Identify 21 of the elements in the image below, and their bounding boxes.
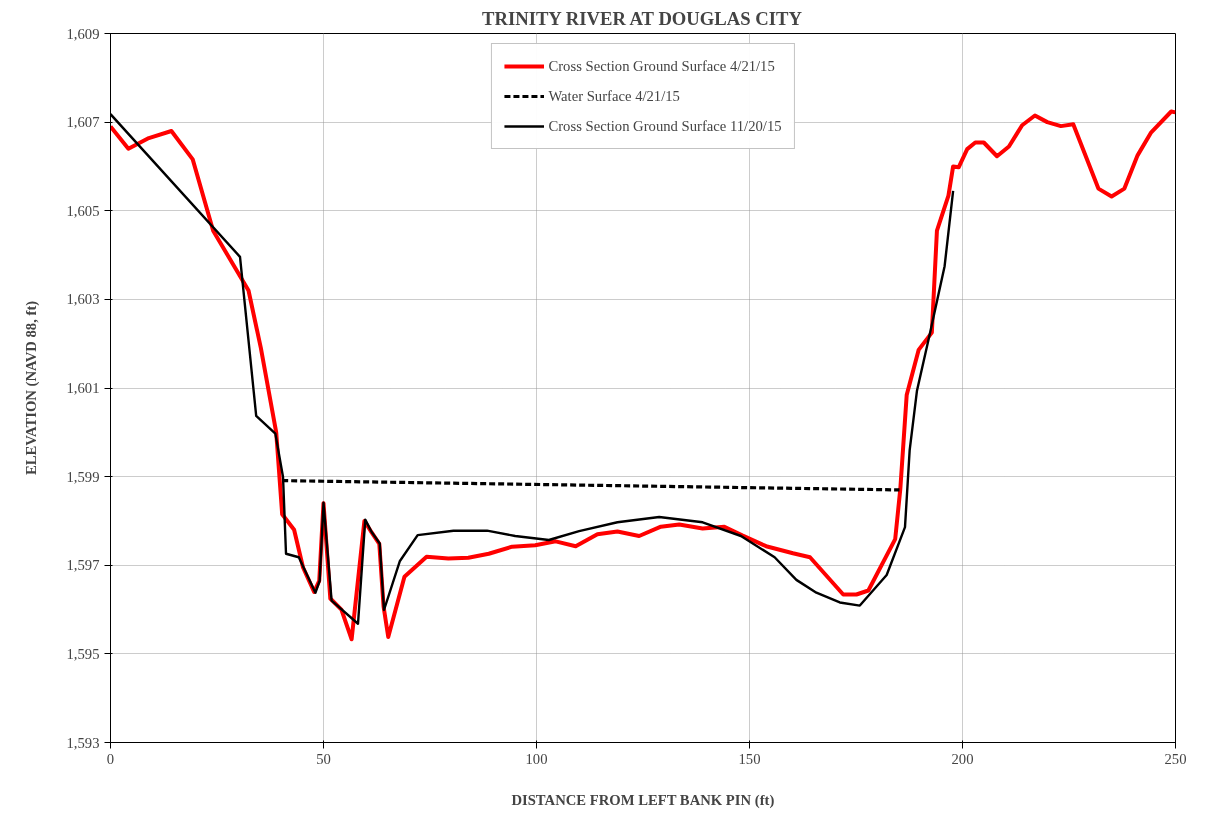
y-tick-label: 1,603 [66, 291, 100, 308]
legend-label: Cross Section Ground Surface 4/21/15 [548, 57, 775, 75]
x-axis-title: DISTANCE FROM LEFT BANK PIN (ft) [511, 791, 775, 809]
x-tick-label: 200 [951, 750, 974, 767]
legend-label: Cross Section Ground Surface 11/20/15 [548, 117, 782, 135]
x-tick-label: 0 [106, 750, 115, 767]
x-tick-label: 50 [316, 750, 331, 767]
legend-label: Water Surface 4/21/15 [548, 87, 680, 105]
y-tick-label: 1,601 [66, 380, 100, 396]
chart-title: TRINITY RIVER AT DOUGLAS CITY [481, 7, 803, 29]
y-axis-title: ELEVATION (NAVD 88, ft) [22, 300, 40, 476]
x-tick-label: 250 [1164, 750, 1187, 767]
x-tick-label: 150 [738, 750, 761, 767]
y-tick-label: 1,607 [66, 114, 100, 131]
y-tick-label: 1,595 [66, 645, 100, 662]
y-tick-label: 1,599 [66, 468, 100, 485]
y-tick-label: 1,597 [66, 557, 100, 574]
x-tick-label: 100 [525, 750, 548, 767]
y-tick-label: 1,609 [66, 25, 100, 42]
y-tick-label: 1,605 [66, 202, 100, 219]
y-tick-label: 1,593 [66, 734, 100, 751]
